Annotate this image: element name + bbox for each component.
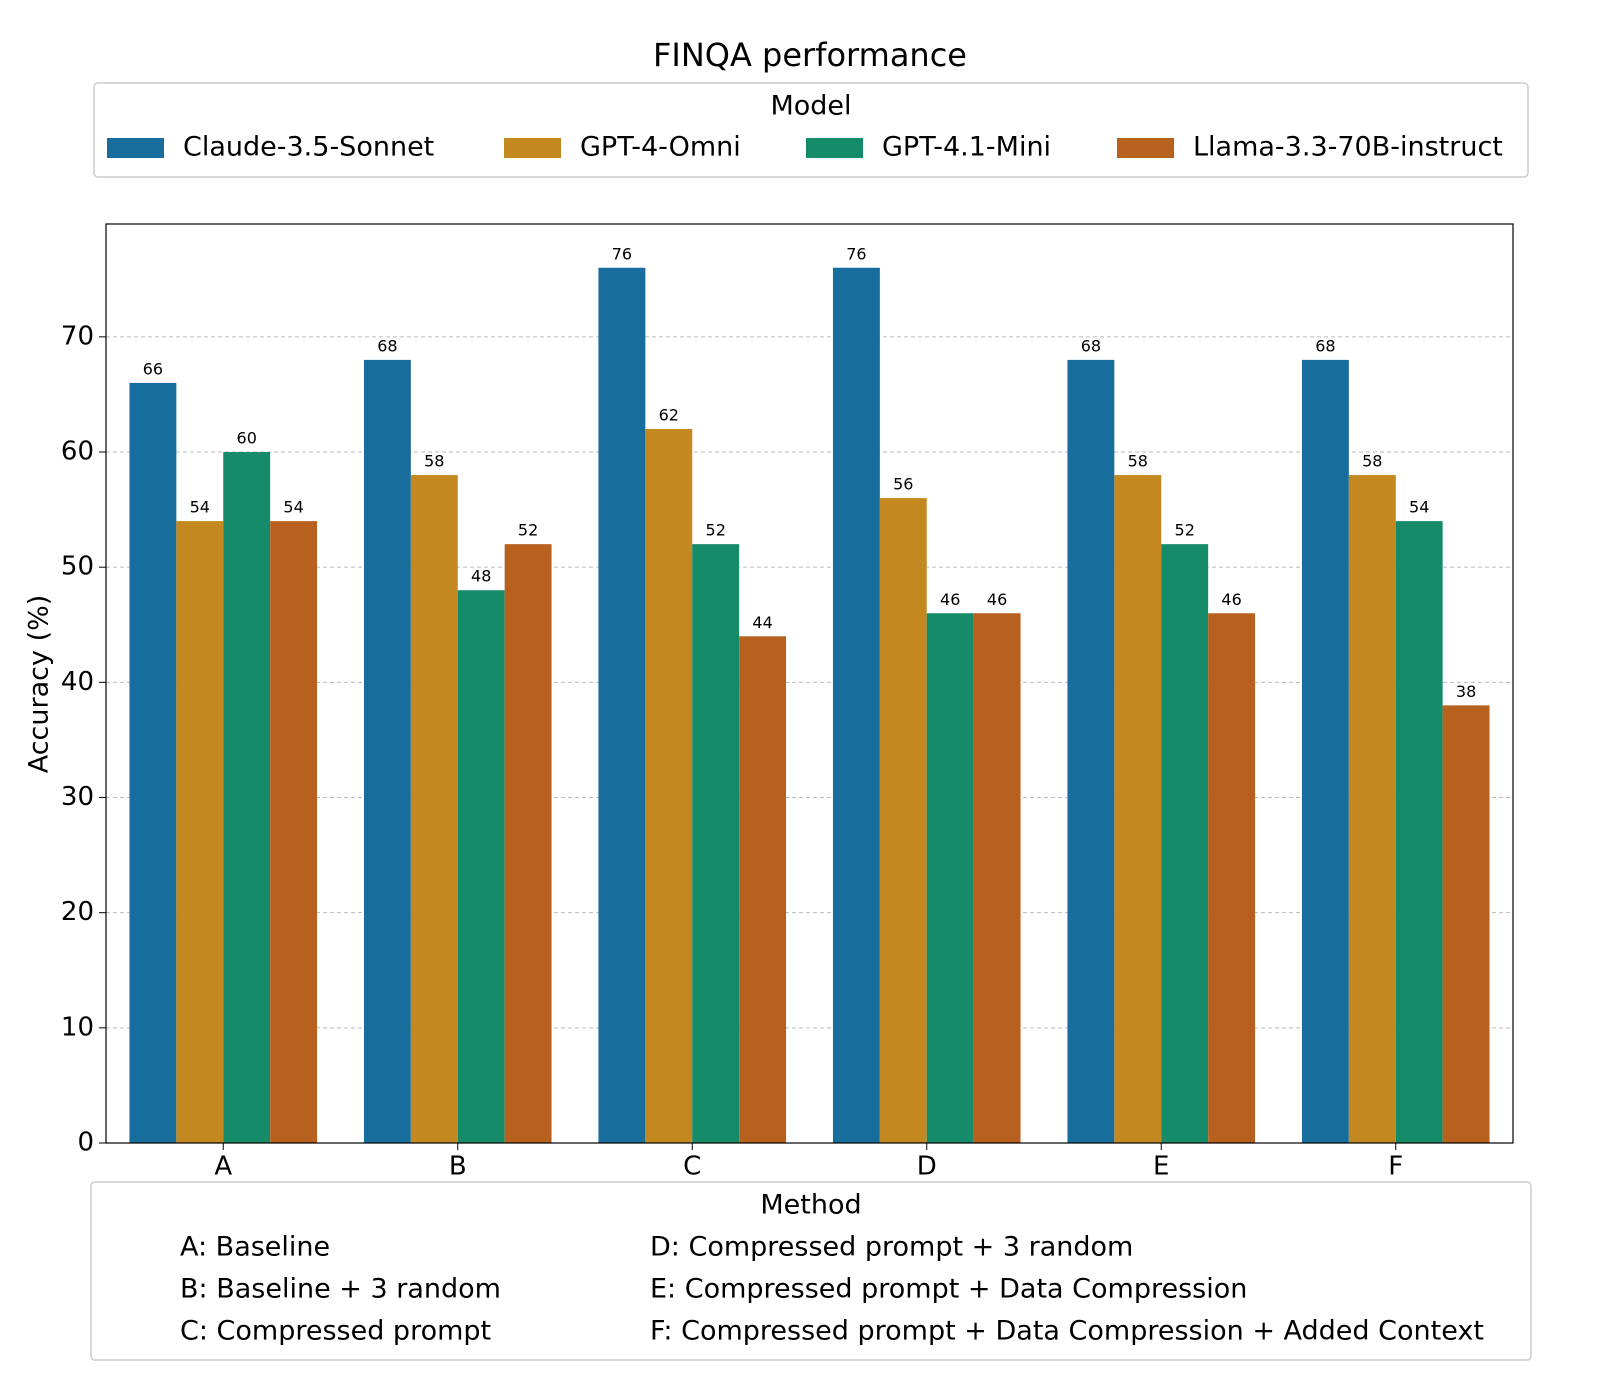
value-label: 54 — [190, 498, 210, 517]
value-label: 62 — [659, 405, 679, 424]
value-label: 48 — [471, 567, 491, 586]
value-label: 68 — [1315, 336, 1335, 355]
bar — [1067, 359, 1115, 1144]
value-label: 58 — [424, 452, 444, 471]
value-label: 76 — [612, 244, 632, 263]
value-label: 52 — [706, 521, 726, 540]
bar — [1348, 475, 1396, 1143]
bar — [504, 544, 552, 1143]
x-tick-label: B — [449, 1152, 467, 1182]
legend-label: GPT-4.1-Mini — [882, 132, 1051, 163]
bar — [1208, 613, 1256, 1143]
value-label: 52 — [518, 521, 538, 540]
y-tick-label: 50 — [61, 552, 94, 582]
x-tick-label: A — [214, 1152, 232, 1182]
bar — [1161, 544, 1209, 1143]
y-tick-label: 0 — [77, 1128, 94, 1158]
bar — [223, 452, 271, 1143]
value-label: 46 — [940, 590, 960, 609]
value-label: 68 — [377, 336, 397, 355]
legend-label: GPT-4-Omni — [580, 132, 741, 163]
legend-swatch — [1117, 138, 1174, 158]
bar — [598, 267, 646, 1143]
method-note: B: Baseline + 3 random — [180, 1274, 501, 1305]
y-tick-label: 10 — [61, 1012, 94, 1042]
x-axis-title: Method — [760, 1190, 861, 1221]
method-note: F: Compressed prompt + Data Compression … — [650, 1316, 1484, 1347]
legend-label: Claude-3.5-Sonnet — [183, 132, 434, 163]
legend-swatch — [107, 138, 164, 158]
bar — [410, 475, 458, 1143]
legend-swatch — [806, 138, 863, 158]
y-tick-label: 70 — [61, 321, 94, 351]
x-tick-label: E — [1153, 1152, 1169, 1182]
value-label: 46 — [1221, 590, 1241, 609]
legend-title: Model — [770, 91, 851, 122]
legend-label: Llama-3.3-70B-instruct — [1193, 132, 1503, 163]
value-label: 66 — [143, 359, 163, 378]
bar — [739, 636, 787, 1143]
value-label: 54 — [1409, 498, 1429, 517]
x-tick-label: F — [1388, 1152, 1403, 1182]
method-box — [90, 1181, 1532, 1361]
chart-title: FINQA performance — [653, 36, 967, 74]
bar — [692, 544, 740, 1143]
legend-swatch — [504, 138, 561, 158]
value-label: 54 — [283, 498, 303, 517]
x-tick-label: C — [683, 1152, 701, 1182]
method-note: C: Compressed prompt — [180, 1316, 491, 1347]
bar — [832, 267, 880, 1143]
method-note: A: Baseline — [180, 1232, 330, 1263]
value-label: 58 — [1128, 452, 1148, 471]
bar — [270, 521, 318, 1143]
value-label: 76 — [846, 244, 866, 263]
plot-frame — [105, 223, 1514, 1144]
x-tick-label: D — [917, 1152, 937, 1182]
y-tick-label: 60 — [61, 437, 94, 467]
bar — [176, 521, 224, 1143]
bar — [879, 498, 927, 1143]
bar — [1301, 359, 1349, 1144]
bar — [926, 613, 974, 1143]
value-label: 46 — [987, 590, 1007, 609]
bar — [645, 428, 693, 1143]
value-label: 60 — [237, 429, 257, 448]
value-label: 38 — [1456, 682, 1476, 701]
y-tick-label: 20 — [61, 897, 94, 927]
value-label: 52 — [1175, 521, 1195, 540]
y-tick-label: 30 — [61, 782, 94, 812]
y-tick-label: 40 — [61, 667, 94, 697]
method-note: E: Compressed prompt + Data Compression — [650, 1274, 1247, 1305]
method-note: D: Compressed prompt + 3 random — [650, 1232, 1133, 1263]
bar — [129, 382, 177, 1143]
y-axis-title: Accuracy (%) — [24, 595, 55, 774]
value-label: 56 — [893, 475, 913, 494]
bar — [363, 359, 411, 1144]
value-label: 44 — [752, 613, 772, 632]
bar — [1395, 521, 1443, 1143]
value-label: 68 — [1081, 336, 1101, 355]
value-label: 58 — [1362, 452, 1382, 471]
bar — [1114, 475, 1162, 1143]
bar — [457, 590, 505, 1143]
bar — [973, 613, 1021, 1143]
bar — [1442, 705, 1490, 1143]
